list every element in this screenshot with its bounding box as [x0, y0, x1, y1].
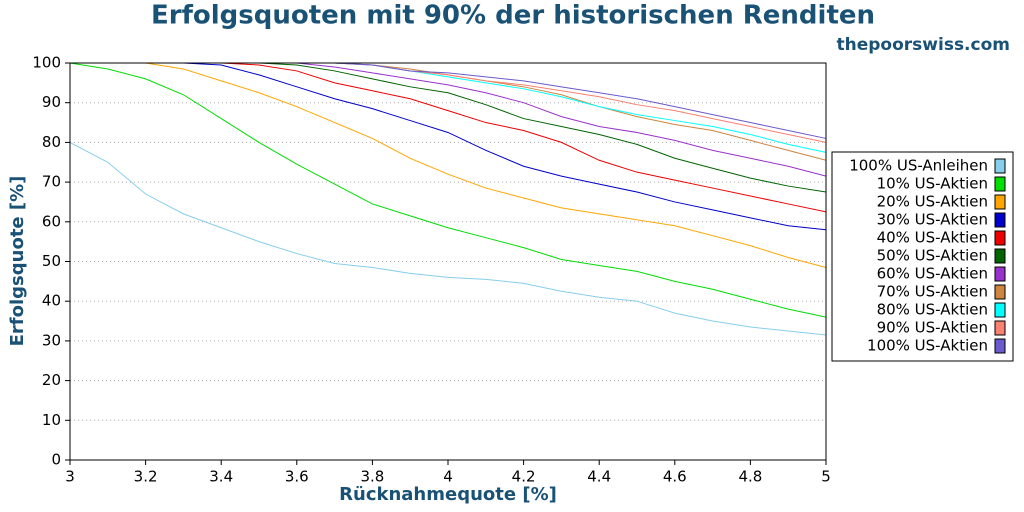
subtitle: thepoorswiss.com	[837, 35, 1011, 55]
series-line	[70, 62, 827, 161]
y-tick-label: 70	[42, 173, 61, 191]
x-tick-label: 5	[821, 468, 831, 486]
series-line	[70, 62, 827, 139]
chart-title: Erfolgsquoten mit 90% der historischen R…	[151, 1, 875, 31]
y-tick-label: 40	[42, 292, 61, 310]
legend-label: 50% US-Aktien	[877, 247, 988, 265]
y-tick-label: 50	[42, 252, 61, 270]
x-axis-label: Rücknahmequote [%]	[339, 484, 557, 505]
legend-label: 30% US-Aktien	[877, 211, 988, 229]
y-tick-label: 30	[42, 331, 61, 349]
x-tick-label: 3.4	[209, 468, 233, 486]
x-tick-label: 4	[443, 468, 453, 486]
x-tick-label: 4.6	[663, 468, 687, 486]
series-line	[70, 62, 827, 193]
plot-frame	[69, 62, 827, 461]
series-line	[70, 62, 827, 231]
legend-label: 60% US-Aktien	[877, 265, 988, 283]
legend-label: 20% US-Aktien	[877, 193, 988, 211]
y-tick-label: 60	[42, 212, 61, 230]
y-tick-label: 0	[51, 451, 61, 469]
legend-label: 40% US-Aktien	[877, 229, 988, 247]
x-tick-label: 3.2	[134, 468, 158, 486]
y-axis-label: Erfolgsquote [%]	[7, 176, 28, 347]
legend-swatch	[994, 194, 1006, 210]
x-tick-label: 4.2	[512, 468, 536, 486]
legend-label: 90% US-Aktien	[877, 319, 988, 337]
legend-swatch	[994, 230, 1006, 246]
series-line	[69, 62, 827, 318]
series-line	[70, 62, 827, 177]
y-tick-label: 10	[42, 411, 61, 429]
x-tick-label: 4.4	[587, 468, 611, 486]
series-line	[70, 62, 827, 153]
legend-swatch	[994, 320, 1006, 336]
legend-label: 70% US-Aktien	[877, 283, 988, 301]
legend-label: 100% US-Aktien	[867, 337, 988, 355]
legend-swatch	[994, 158, 1006, 174]
x-tick-label: 3.8	[360, 468, 384, 486]
y-tick-label: 100	[32, 54, 61, 72]
legend-label: 10% US-Aktien	[877, 175, 988, 193]
legend-swatch	[994, 338, 1006, 354]
legend-box	[831, 151, 1014, 362]
legend-label: 80% US-Aktien	[877, 301, 988, 319]
y-tick-label: 90	[42, 93, 61, 111]
legend-label: 100% US-Anleihen	[849, 157, 988, 175]
legend-swatch	[994, 302, 1006, 318]
x-tick-label: 3	[65, 468, 75, 486]
x-tick-label: 4.8	[738, 468, 762, 486]
series-line	[69, 141, 827, 336]
y-tick-label: 80	[42, 133, 61, 151]
x-tick-label: 3.6	[285, 468, 309, 486]
legend-swatch	[994, 248, 1006, 264]
legend-swatch	[994, 176, 1006, 192]
legend-swatch	[994, 212, 1006, 228]
legend-swatch	[994, 284, 1006, 300]
y-tick-label: 20	[42, 371, 61, 389]
legend-swatch	[994, 266, 1006, 282]
series-line	[70, 62, 827, 268]
